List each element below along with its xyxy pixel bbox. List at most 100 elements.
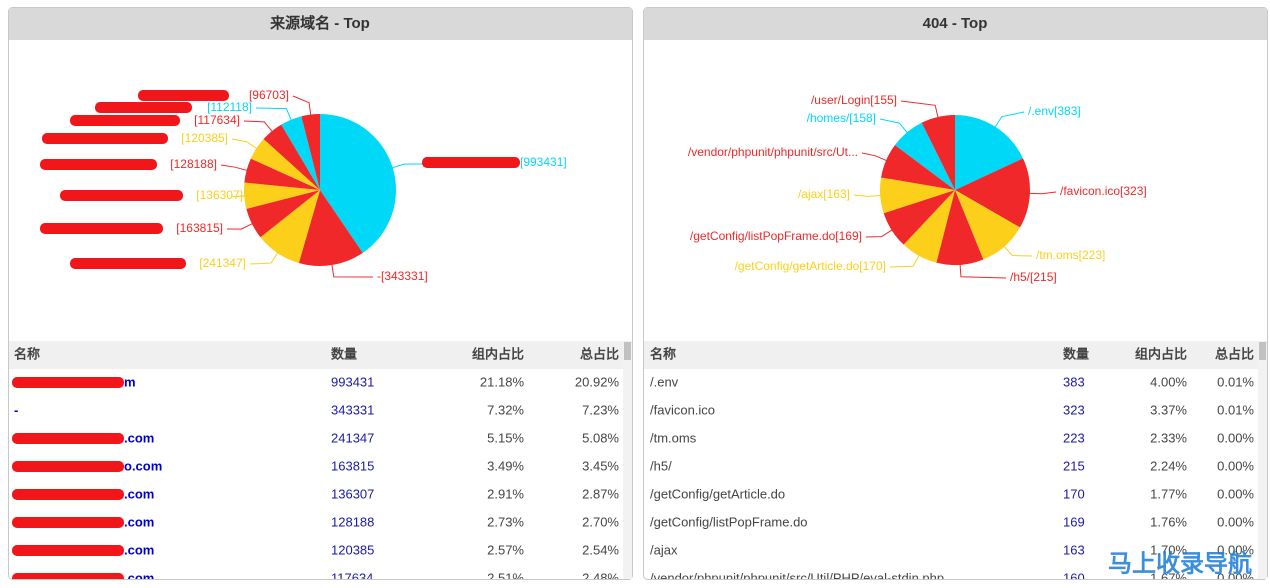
cell: 1.77%	[1150, 486, 1187, 501]
redaction	[12, 461, 124, 472]
leader-line	[220, 164, 249, 172]
column-header: 名称	[650, 346, 676, 361]
panel-title: 来源域名 - Top	[269, 14, 370, 32]
cell: 0.00%	[1217, 430, 1254, 445]
pie-label: -[343331]	[377, 269, 428, 283]
pie-label: /vendor/phpunit/phpunit/src/Ut...	[688, 145, 858, 159]
column-header: 数量	[331, 346, 357, 361]
redaction	[40, 159, 157, 170]
panel-header	[9, 8, 632, 40]
leader-line	[243, 120, 274, 134]
scrollbar	[1258, 341, 1267, 579]
cell: 128188	[331, 514, 374, 529]
cell: 7.23%	[582, 402, 619, 417]
row-name: /h5/	[650, 458, 672, 473]
leader-line	[959, 262, 1007, 279]
leader-line	[861, 152, 889, 162]
cell: 383	[1063, 374, 1085, 389]
cell: 323	[1063, 402, 1085, 417]
scrollbar-thumb[interactable]	[1259, 342, 1266, 360]
panel-header	[644, 8, 1267, 40]
pie-slice	[320, 114, 397, 253]
leader-line	[1027, 191, 1057, 195]
pie-slice	[301, 114, 320, 190]
table-header	[9, 341, 623, 369]
cell: 5.15%	[487, 430, 524, 445]
cell: 1.70%	[1150, 542, 1187, 557]
cell: 2.48%	[582, 570, 619, 585]
cell: 2.51%	[487, 570, 524, 585]
cell: 3.49%	[487, 458, 524, 473]
pie-label: /user/Login[155]	[811, 93, 897, 107]
cell: 215	[1063, 458, 1085, 473]
pie-slice	[881, 145, 955, 190]
panel-title: 404 - Top	[923, 15, 988, 32]
pie-label: [136307]	[196, 188, 243, 202]
cell: 2.57%	[487, 542, 524, 557]
scrollbar	[623, 341, 632, 579]
column-header: 数量	[1063, 346, 1089, 361]
pie-slice	[298, 190, 363, 266]
cell: 241347	[331, 430, 374, 445]
column-header: 组内占比	[1135, 346, 1187, 361]
row-name: /getConfig/getArticle.do	[650, 486, 785, 501]
pie-label: /h5/[215]	[1010, 270, 1057, 284]
cell: 3.37%	[1150, 402, 1187, 417]
pie-label: /.env[383]	[1028, 104, 1081, 118]
row-name: .com	[124, 570, 154, 585]
row-name: /tm.oms	[650, 430, 697, 445]
redaction	[60, 190, 183, 201]
table-header	[644, 341, 1258, 369]
row-name: .com	[124, 430, 154, 445]
watermark: 马上收录导航	[1108, 549, 1252, 577]
cell: 343331	[331, 402, 374, 417]
cell: 1.67%	[1150, 570, 1187, 585]
pie-label: /ajax[163]	[798, 187, 850, 201]
cell: 160	[1063, 570, 1085, 585]
cell: 2.87%	[582, 486, 619, 501]
pie-label: /homes/[158]	[807, 111, 876, 125]
row-name: .com	[124, 514, 154, 529]
redaction	[12, 517, 124, 528]
pie-slice	[244, 158, 320, 190]
redaction	[12, 377, 124, 388]
leader-line	[331, 263, 374, 278]
row-name: .com	[124, 486, 154, 501]
pie-label: /tm.oms[223]	[1036, 248, 1105, 262]
cell: 0.00%	[1217, 514, 1254, 529]
pie-label: [112118]	[207, 100, 252, 114]
pie-slice	[880, 177, 955, 214]
redaction	[12, 545, 124, 556]
pie-label: [120385]	[181, 131, 228, 145]
leader-line	[249, 251, 280, 265]
leader-line	[255, 107, 293, 122]
redaction	[12, 433, 124, 444]
pie-slice	[903, 190, 955, 263]
cell: 0.00%	[1217, 570, 1254, 585]
cell: 2.24%	[1150, 458, 1187, 473]
column-header: 名称	[14, 346, 40, 361]
redaction	[12, 573, 124, 579]
redaction	[138, 90, 229, 101]
column-header: 组内占比	[472, 346, 524, 361]
redaction	[70, 258, 186, 269]
leader-line	[879, 118, 909, 135]
row-name: .com	[124, 542, 154, 557]
pie-slice	[894, 122, 955, 190]
row-name: /vendor/phpunit/phpunit/src/Util/PHP/eva…	[650, 570, 944, 585]
leader-line	[292, 95, 312, 117]
pie-slice	[955, 115, 1024, 190]
cell: 170	[1063, 486, 1085, 501]
pie-label: [96703]	[249, 88, 289, 102]
row-name: m	[124, 374, 136, 389]
pie-label: /getConfig/getArticle.do[170]	[735, 259, 886, 273]
scrollbar-thumb[interactable]	[624, 342, 631, 360]
pie-slice	[955, 158, 1030, 228]
pie-label: [128188]	[170, 157, 217, 171]
pie-slice	[250, 139, 320, 190]
cell: 20.92%	[575, 374, 620, 389]
cell: 2.73%	[487, 514, 524, 529]
redaction	[95, 102, 192, 113]
cell: 2.54%	[582, 542, 619, 557]
leader-line	[900, 100, 939, 120]
